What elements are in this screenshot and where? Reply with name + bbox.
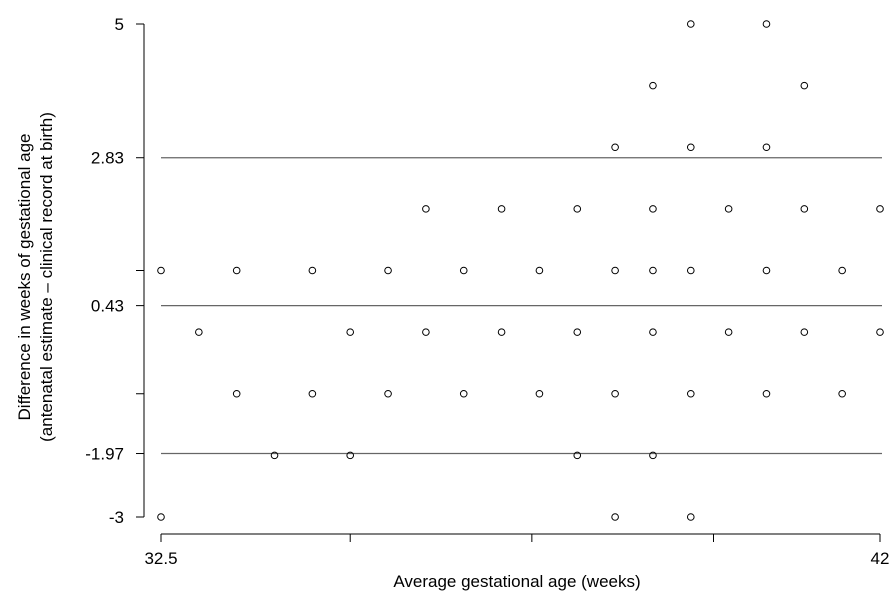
data-point [800, 81, 809, 90]
x-axis-title: Average gestational age (weeks) [393, 572, 640, 591]
data-point [157, 266, 165, 275]
data-point [649, 81, 657, 90]
data-points [157, 20, 884, 521]
data-point [422, 205, 430, 213]
data-point [649, 328, 657, 336]
data-point [384, 266, 392, 275]
data-point [384, 389, 392, 398]
data-point [838, 266, 846, 275]
y-axis-title-line-2: (antenatal estimate – clinical record at… [37, 112, 56, 442]
y-axis-title-line-1: Difference in weeks of gestational age [15, 134, 34, 421]
data-point [724, 205, 733, 213]
data-point [686, 513, 695, 521]
tick-labels: 5 2.83 0.43 -1.97 -3 32.5 42 [85, 15, 889, 568]
data-point [308, 266, 317, 275]
data-point [800, 205, 809, 213]
data-point [573, 328, 582, 336]
data-point [422, 328, 430, 336]
y-tick-label: 2.83 [91, 149, 124, 168]
data-point [876, 205, 884, 213]
data-point [535, 266, 544, 275]
x-tick-label: 42 [871, 549, 890, 568]
data-point [497, 205, 506, 213]
data-point [611, 513, 619, 521]
x-tick-label: 32.5 [144, 549, 177, 568]
data-point [876, 328, 884, 336]
data-point [611, 266, 619, 275]
data-point [346, 451, 355, 460]
data-point [232, 266, 241, 275]
data-point [762, 20, 771, 28]
data-point [762, 266, 771, 275]
data-point [838, 389, 846, 398]
axes [143, 24, 880, 535]
data-point [724, 328, 733, 336]
data-point [459, 266, 468, 275]
data-point [573, 205, 582, 213]
data-point [649, 451, 657, 460]
y-tick-label: 0.43 [91, 297, 124, 316]
data-point [762, 389, 771, 398]
data-point [649, 205, 657, 213]
data-point [535, 389, 544, 398]
data-point [762, 143, 771, 152]
data-point [308, 389, 317, 398]
data-point [611, 389, 619, 398]
y-tick-label: -3 [109, 508, 124, 527]
data-point [497, 328, 506, 336]
data-point [459, 389, 468, 398]
data-point [686, 143, 695, 152]
data-point [232, 389, 241, 398]
data-point [686, 266, 695, 275]
data-point [686, 389, 695, 398]
data-point [611, 143, 619, 152]
data-point [157, 513, 165, 521]
data-point [800, 328, 809, 336]
data-point [686, 20, 695, 28]
reference-lines [161, 157, 882, 455]
data-point [573, 451, 582, 460]
data-point [195, 328, 203, 336]
y-tick-label: -1.97 [85, 445, 124, 464]
data-point [649, 266, 657, 275]
data-point [270, 451, 279, 460]
data-point [346, 328, 355, 336]
y-tick-label: 5 [115, 15, 124, 34]
ticks [136, 23, 881, 542]
